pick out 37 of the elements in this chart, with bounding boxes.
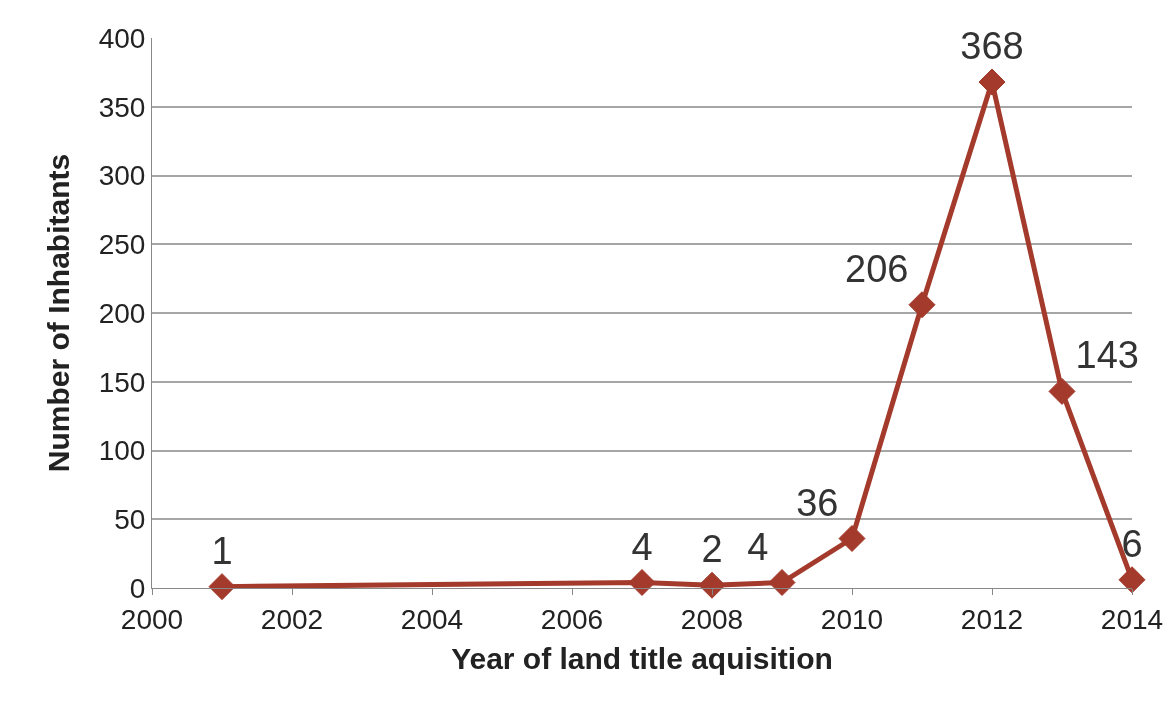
- y-tick-label: 200: [98, 297, 146, 329]
- x-tick-label: 2012: [960, 603, 1024, 635]
- point: [628, 569, 656, 596]
- point: [698, 571, 726, 599]
- data-label: 4: [631, 525, 653, 568]
- point: [838, 525, 866, 552]
- x-tick-label: 2008: [680, 603, 744, 635]
- data-label: 6: [1121, 522, 1143, 565]
- point: [1048, 377, 1076, 405]
- data-label: 1: [211, 529, 233, 572]
- y-tick-label: 250: [98, 229, 146, 261]
- y-tick-label: 350: [98, 91, 146, 123]
- y-tick-label: 0: [129, 572, 146, 604]
- data-label: 143: [1075, 334, 1139, 377]
- point: [908, 291, 936, 319]
- x-axis-title: Year of land title aquisition: [451, 642, 833, 676]
- point: [208, 573, 236, 601]
- point: [768, 569, 796, 596]
- y-tick-label: 150: [98, 366, 146, 398]
- y-tick-label: 50: [114, 504, 146, 536]
- x-tick-label: 2000: [120, 603, 184, 635]
- x-tick-label: 2006: [540, 603, 604, 635]
- data-label: 2: [701, 528, 723, 571]
- data-label: 36: [796, 481, 839, 524]
- y-axis-title: Number of Inhabitants: [41, 153, 75, 473]
- x-tick-label: 2010: [820, 603, 884, 635]
- y-tick-label: 100: [98, 435, 146, 467]
- point: [978, 68, 1006, 96]
- data-label: 206: [845, 247, 909, 290]
- y-tick-label: 400: [98, 22, 146, 54]
- x-tick-label: 2014: [1100, 603, 1164, 635]
- y-tick-label: 300: [98, 160, 146, 192]
- x-tick-label: 2002: [260, 603, 324, 635]
- x-tick-label: 2004: [400, 603, 464, 635]
- data-label: 4: [747, 525, 769, 568]
- point: [1118, 566, 1146, 594]
- data-label: 368: [960, 25, 1024, 67]
